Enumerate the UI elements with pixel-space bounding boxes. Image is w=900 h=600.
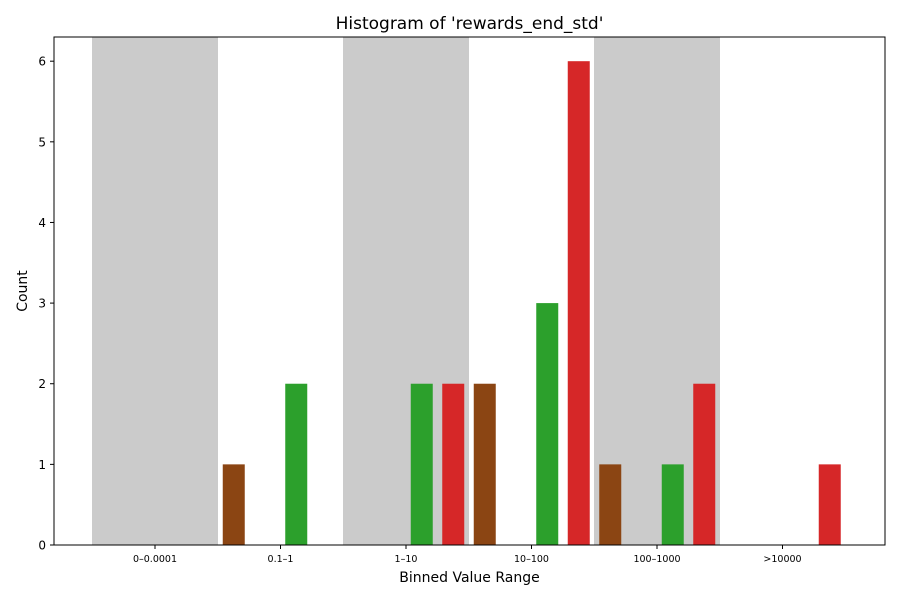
shaded-bands [92,37,720,545]
bar [285,383,308,545]
x-tick-label: 1–10 [395,554,418,565]
bar [818,464,841,545]
x-tick-label: 0.1–1 [268,554,294,565]
y-tick-label: 4 [38,216,46,230]
x-tick-label: 0–0.0001 [133,554,177,565]
bar [473,383,496,545]
bar [222,464,245,545]
x-axis-label: Binned Value Range [399,570,539,586]
y-tick-label: 6 [38,55,46,69]
y-tick-label: 1 [38,458,46,472]
y-axis-label: Count [15,270,31,312]
bar [599,464,622,545]
x-tick-label: >10000 [763,554,801,565]
bar [567,61,590,545]
bar [410,383,433,545]
bar [442,383,465,545]
plot-frame [53,36,886,546]
bar [661,464,684,545]
y-tick-label: 3 [38,297,46,311]
chart-title: Histogram of 'rewards_end_std' [336,14,604,34]
bar [536,303,559,545]
y-tick-label: 0 [38,539,46,553]
shaded-band [92,37,218,545]
bar [693,383,716,545]
x-tick-label: 10–100 [514,554,549,565]
y-tick-label: 2 [38,377,46,391]
bars [222,61,841,545]
x-axis-ticks: 0–0.0001 0.1–1 1–10 10–100 100–1000 >10000 [133,545,802,565]
y-tick-label: 5 [38,135,46,149]
y-axis-ticks: 0 1 2 3 4 5 6 [38,55,54,553]
x-tick-label: 100–1000 [633,554,680,565]
